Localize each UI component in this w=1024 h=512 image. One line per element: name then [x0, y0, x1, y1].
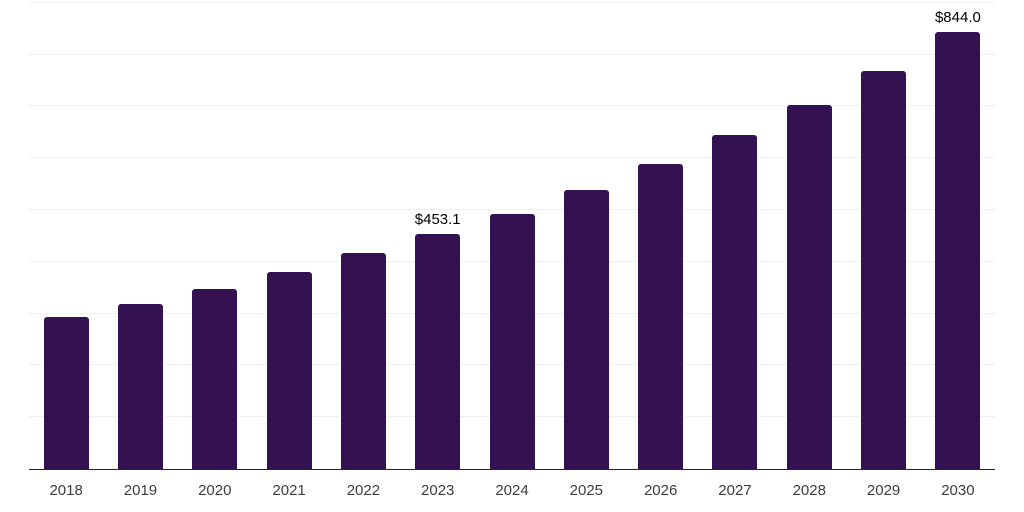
x-tick-label-2021: 2021 [272, 482, 306, 499]
bar-slot-2025 [549, 0, 623, 469]
bar-2022 [340, 253, 386, 469]
x-tick-label-2025: 2025 [569, 482, 604, 499]
x-axis-labels: 2018 2019 2020 2021 2022 2023 2024 2025 2026 2027… [29, 482, 995, 500]
gridline-500 [29, 209, 995, 210]
gridline-600 [29, 157, 995, 159]
x-tick-label-2018: 2018 [49, 482, 83, 499]
bar-2024 [489, 213, 535, 469]
x-tick-label-2027: 2027 [718, 482, 752, 499]
bar-slot-2029 [846, 0, 920, 469]
bar-2023 [415, 234, 461, 469]
x-tick-label-2030: 2030 [941, 482, 975, 499]
gridline-800 [29, 53, 995, 55]
bar-2026 [638, 164, 684, 469]
bar-slot-2030: $844.0 [921, 0, 995, 469]
x-tick-label-2029: 2029 [866, 482, 901, 499]
bar-2025 [563, 190, 609, 469]
x-tick-label-2028: 2028 [792, 482, 826, 499]
bar-slot-2026 [624, 0, 698, 469]
x-tick-label-2026: 2026 [643, 482, 678, 499]
bar-2018 [43, 316, 89, 469]
x-tick-label-2022: 2022 [346, 482, 381, 499]
bar-2028 [786, 104, 832, 469]
bar-slot-2027 [698, 0, 772, 469]
plot-area: $453.1 $844.0 [29, 0, 995, 470]
bar-2027 [712, 135, 758, 469]
x-tick-label-2024: 2024 [495, 482, 529, 499]
bar-2030 [935, 31, 981, 469]
bar-slot-2018 [29, 0, 103, 469]
bar-2029 [861, 70, 907, 469]
bars-row: $453.1 $844.0 [29, 0, 995, 469]
bar-value-label-2023: $453.1 [414, 211, 461, 229]
bar-slot-2020 [178, 0, 252, 469]
bar-value-label-2030: $844.0 [934, 8, 981, 26]
x-tick-label-2020: 2020 [198, 482, 232, 499]
bar-slot-2021 [252, 0, 326, 469]
bar-2020 [192, 288, 238, 469]
bar-2019 [117, 303, 163, 469]
bar-slot-2028 [772, 0, 846, 469]
gridline-900 [29, 1, 995, 3]
x-tick-label-2019: 2019 [123, 482, 158, 499]
bar-slot-2022 [326, 0, 400, 469]
bar-slot-2019 [103, 0, 177, 469]
bar-2021 [266, 272, 312, 469]
bar-slot-2024 [475, 0, 549, 469]
x-tick-label-2023: 2023 [421, 482, 455, 499]
bar-slot-2023: $453.1 [401, 0, 475, 469]
gridline-700 [29, 105, 995, 107]
